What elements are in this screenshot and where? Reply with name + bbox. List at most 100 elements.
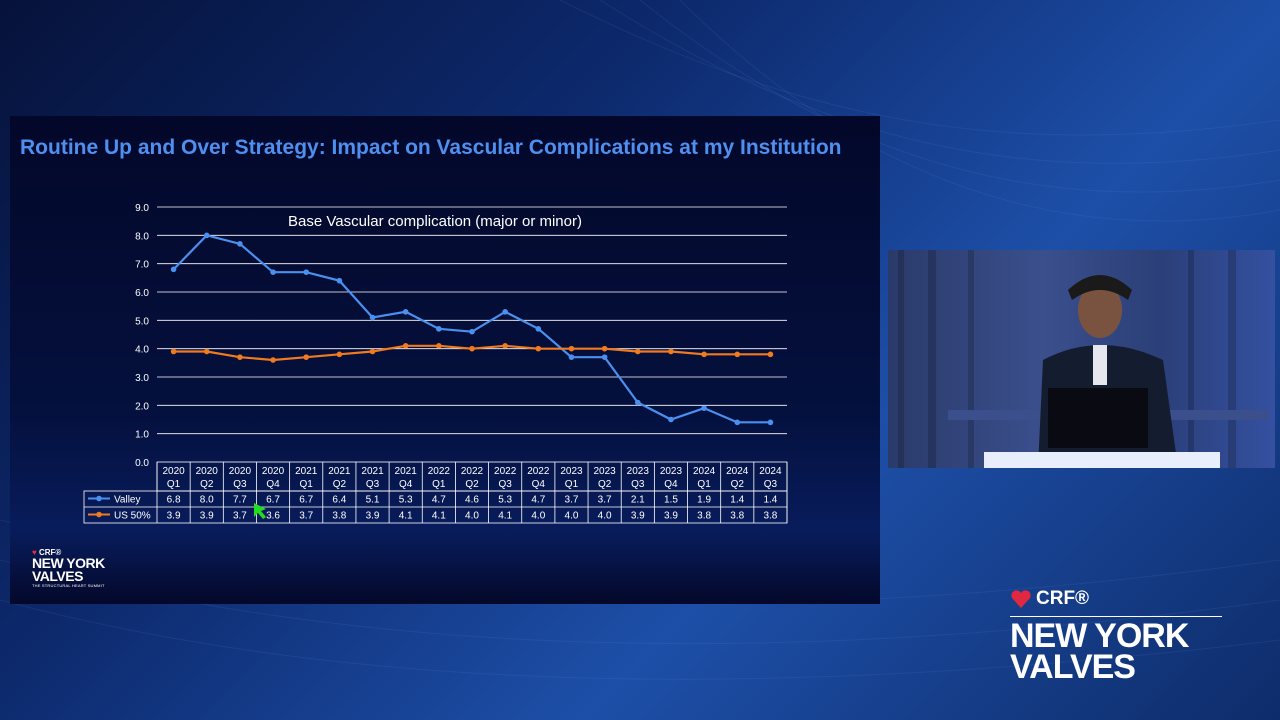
table-value: 6.4 (332, 495, 346, 506)
data-point (734, 351, 741, 358)
x-tick-year: 2022 (461, 466, 484, 477)
x-tick-quarter: Q3 (233, 479, 247, 490)
table-value: 6.7 (266, 495, 280, 506)
data-point (502, 309, 508, 315)
brand-logo: CRF® NEW YORK VALVES (1010, 588, 1230, 686)
legend-label: Valley (114, 495, 141, 506)
heart-logo-icon (1011, 590, 1031, 608)
table-value: 3.8 (763, 511, 777, 522)
slide-logo: ♥ CRF® NEW YORK VALVES THE STRUCTURAL HE… (32, 548, 142, 598)
data-point (237, 354, 243, 360)
y-tick-label: 2.0 (135, 401, 149, 412)
y-tick-label: 7.0 (135, 260, 149, 271)
table-value: 3.8 (697, 511, 711, 522)
legend-swatch-marker (96, 511, 102, 518)
data-point (502, 343, 508, 349)
table-value: 4.1 (498, 511, 512, 522)
data-point (535, 345, 542, 352)
data-point (402, 343, 409, 349)
x-tick-quarter: Q1 (565, 479, 579, 490)
brand-line1: NEW YORK (1010, 617, 1189, 655)
y-tick-label: 3.0 (135, 373, 149, 384)
brand-rule (1010, 616, 1222, 617)
slide-title: Routine Up and Over Strategy: Impact on … (20, 136, 842, 159)
table-value: 5.3 (498, 495, 512, 506)
y-tick-label: 4.0 (135, 345, 149, 356)
data-point (270, 357, 276, 363)
speaker-video-image (898, 250, 1268, 468)
data-point (436, 326, 442, 332)
brand-crf: CRF® (1036, 588, 1090, 609)
table-value: 3.9 (200, 511, 214, 522)
x-tick-year: 2023 (594, 466, 617, 477)
table-value: 5.3 (399, 495, 413, 506)
x-tick-quarter: Q4 (266, 479, 280, 490)
data-point (601, 345, 608, 352)
table-value: 1.5 (664, 495, 678, 506)
data-point (270, 269, 276, 275)
table-value: 4.0 (565, 511, 579, 522)
table-value: 2.1 (631, 495, 645, 506)
table-value: 4.6 (465, 495, 479, 506)
table-value: 3.7 (565, 495, 579, 506)
speaker-video (888, 250, 1275, 468)
data-point (369, 348, 376, 355)
table-value: 4.1 (399, 511, 413, 522)
x-tick-quarter: Q1 (300, 479, 314, 490)
data-point (369, 314, 376, 321)
table-value: 3.7 (299, 511, 313, 522)
x-tick-quarter: Q3 (631, 479, 645, 490)
x-tick-quarter: Q2 (731, 479, 745, 490)
table-value: 3.8 (332, 511, 346, 522)
data-point (436, 343, 442, 349)
table-value: 7.7 (233, 495, 247, 506)
x-tick-quarter: Q1 (432, 479, 446, 490)
table-value: 1.4 (730, 495, 744, 506)
table-value: 5.1 (366, 495, 380, 506)
data-point (767, 419, 774, 426)
table-value: 8.0 (200, 495, 214, 506)
x-tick-quarter: Q4 (664, 479, 678, 490)
x-tick-year: 2023 (660, 466, 683, 477)
x-tick-quarter: Q1 (167, 479, 181, 490)
legend-label: US 50% (114, 511, 151, 522)
x-tick-year: 2020 (262, 466, 285, 477)
data-point (469, 328, 475, 335)
x-tick-year: 2024 (693, 466, 716, 477)
slide-logo-tagline: THE STRUCTURAL HEART SUMMIT (32, 583, 105, 588)
presentation-slide: Routine Up and Over Strategy: Impact on … (10, 116, 880, 604)
x-tick-year: 2021 (361, 466, 384, 477)
cursor-arrow-icon (254, 503, 266, 519)
data-point (634, 399, 641, 406)
data-point (701, 405, 707, 411)
data-point (336, 351, 343, 358)
x-tick-year: 2022 (494, 466, 517, 477)
data-point (634, 348, 641, 355)
table-value: 6.7 (299, 495, 313, 506)
x-tick-year: 2021 (295, 466, 318, 477)
data-point (203, 232, 210, 239)
table-value: 4.1 (432, 511, 446, 522)
table-value: 4.0 (598, 511, 612, 522)
brand-line2: VALVES (1010, 648, 1136, 686)
x-tick-year: 2024 (726, 466, 749, 477)
data-point (668, 348, 674, 355)
table-value: 3.7 (233, 511, 247, 522)
table-value: 6.8 (167, 495, 181, 506)
x-tick-year: 2023 (627, 466, 650, 477)
table-value: 4.0 (531, 511, 545, 522)
x-tick-quarter: Q3 (764, 479, 778, 490)
table-value: 3.8 (730, 511, 744, 522)
data-point (568, 345, 575, 352)
data-point (601, 354, 608, 360)
table-value: 3.9 (167, 511, 181, 522)
table-value: 3.9 (631, 511, 645, 522)
x-tick-quarter: Q4 (532, 479, 546, 490)
table-value: 3.9 (366, 511, 380, 522)
data-point (535, 326, 542, 332)
data-point (336, 277, 343, 284)
data-point (668, 416, 674, 423)
table-value: 4.0 (465, 511, 479, 522)
x-tick-quarter: Q2 (200, 479, 214, 490)
x-tick-year: 2024 (759, 466, 782, 477)
